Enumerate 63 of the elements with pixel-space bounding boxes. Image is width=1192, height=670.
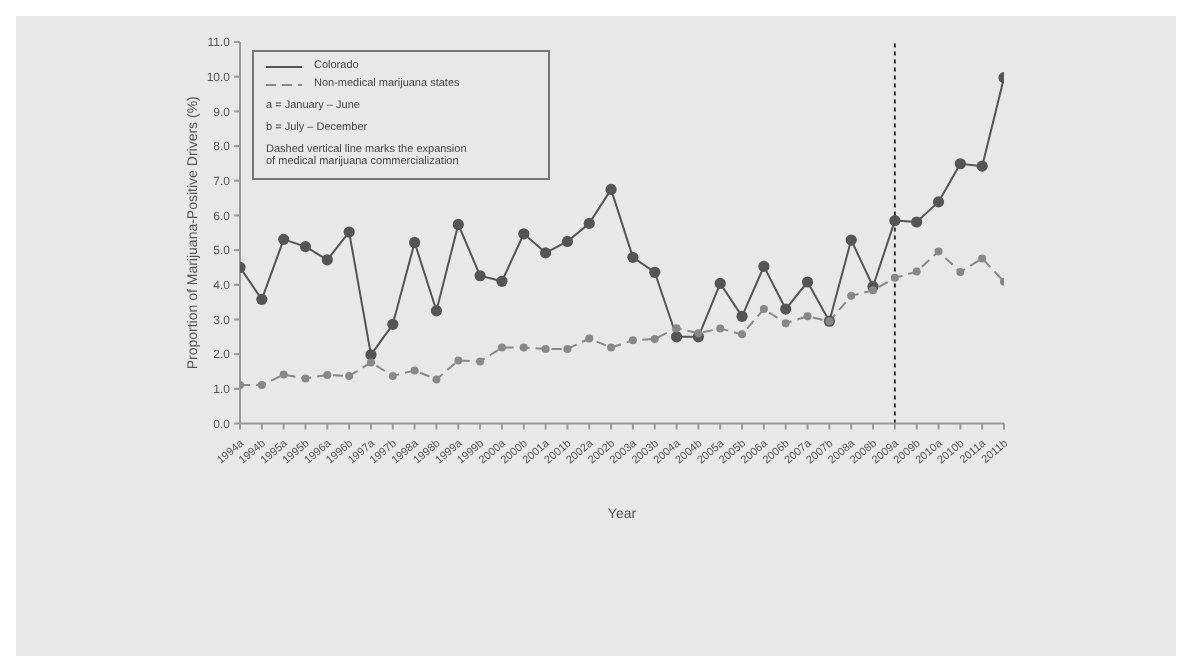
point [409, 236, 421, 249]
point [257, 381, 266, 389]
point [672, 324, 681, 333]
point [738, 330, 747, 339]
point [585, 334, 594, 343]
point [345, 371, 354, 380]
point [954, 158, 966, 170]
point [607, 343, 616, 352]
point [366, 358, 375, 367]
point [410, 366, 419, 375]
point [279, 370, 288, 379]
point [301, 374, 310, 383]
point [519, 343, 528, 352]
point [474, 270, 486, 282]
point [758, 260, 770, 272]
point [256, 293, 268, 305]
point [759, 305, 768, 314]
point [497, 343, 506, 352]
point [343, 226, 355, 238]
point [912, 267, 921, 276]
point [387, 318, 399, 330]
point [932, 196, 945, 208]
point [563, 344, 572, 353]
point [801, 276, 814, 288]
point [518, 228, 530, 240]
point [847, 291, 856, 300]
point [627, 251, 639, 263]
point [803, 312, 812, 321]
point [628, 336, 637, 345]
point [781, 319, 790, 328]
point [605, 183, 617, 195]
point [694, 329, 703, 338]
point [454, 356, 463, 365]
point [869, 286, 878, 295]
point [278, 233, 290, 245]
point [323, 370, 332, 379]
point [845, 234, 857, 246]
point [476, 357, 485, 366]
point [889, 215, 901, 227]
point [541, 344, 550, 353]
point [432, 375, 441, 384]
point [561, 235, 574, 248]
point [670, 331, 683, 343]
point [714, 277, 726, 289]
point [934, 247, 943, 256]
point [890, 273, 899, 282]
point [496, 275, 508, 287]
point [956, 267, 965, 276]
point [430, 305, 443, 317]
point [649, 266, 661, 278]
point [299, 241, 312, 253]
point [540, 247, 552, 259]
point [780, 303, 792, 315]
point [583, 217, 595, 229]
point [978, 254, 987, 263]
point [650, 334, 659, 343]
point [736, 310, 748, 322]
point [716, 324, 725, 333]
point [388, 371, 397, 380]
point [321, 254, 333, 266]
point [911, 216, 923, 228]
point [976, 160, 988, 172]
point [452, 218, 464, 231]
